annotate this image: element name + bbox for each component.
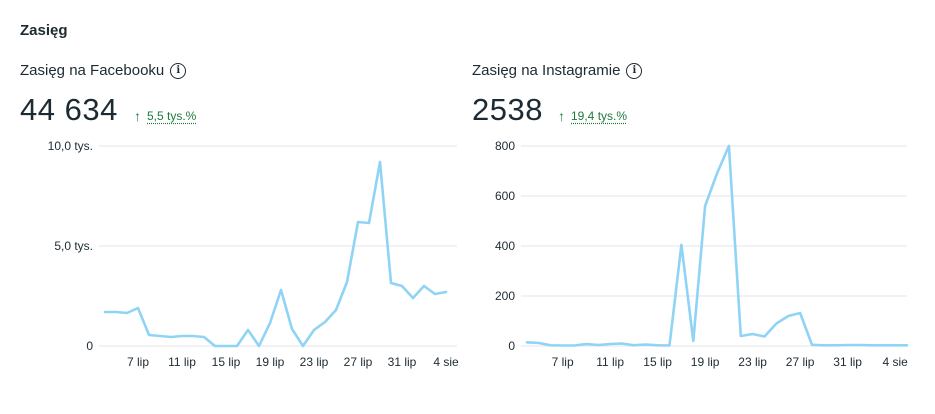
facebook-reach-label: Zasięg na Facebooku i bbox=[20, 62, 187, 79]
facebook-y-tick-label: 10,0 tys. bbox=[48, 139, 93, 153]
facebook-x-tick-label: 31 lip bbox=[388, 355, 417, 369]
instagram-reach-chart: 0 200 400 600 800 7 lip 11 lip 15 lip 19 lip 23 l… bbox=[495, 139, 909, 369]
instagram-x-tick-label: 31 lip bbox=[833, 355, 862, 369]
instagram-reach-label: Zasięg na Instagramie i bbox=[472, 62, 643, 79]
facebook-reach-delta: ↑ 5,5 tys.% bbox=[134, 108, 196, 124]
facebook-reach-title: Zasięg na Facebooku bbox=[20, 62, 165, 79]
instagram-reach-title: Zasięg na Instagramie bbox=[472, 62, 621, 79]
facebook-y-tick-label: 0 bbox=[86, 339, 93, 353]
instagram-x-tick-label: 15 lip bbox=[643, 355, 672, 369]
facebook-x-tick-label: 4 sie bbox=[433, 355, 459, 369]
instagram-x-tick-label: 11 lip bbox=[596, 355, 624, 369]
instagram-x-tick-label: 23 lip bbox=[738, 355, 767, 369]
facebook-y-tick-label: 5,0 tys. bbox=[54, 239, 93, 253]
arrow-up-icon: ↑ bbox=[134, 108, 141, 124]
instagram-x-tick-label: 27 lip bbox=[786, 355, 815, 369]
instagram-reach-delta: ↑ 19,4 tys.% bbox=[558, 108, 627, 124]
facebook-series-line bbox=[103, 160, 448, 348]
instagram-reach-panel: Zasięg na Instagramie i 2538 ↑ 19,4 tys.… bbox=[472, 58, 922, 408]
facebook-reach-delta-value[interactable]: 5,5 tys.% bbox=[147, 109, 197, 123]
instagram-reach-value: 2538 bbox=[472, 92, 543, 127]
instagram-series-line bbox=[525, 144, 909, 347]
info-icon[interactable]: i bbox=[626, 62, 643, 79]
facebook-x-tick-label: 27 lip bbox=[344, 355, 373, 369]
instagram-x-tick-label: 7 lip bbox=[552, 355, 574, 369]
instagram-x-tick-label: 19 lip bbox=[691, 355, 720, 369]
instagram-y-tick-label: 200 bbox=[495, 289, 515, 303]
arrow-up-icon: ↑ bbox=[558, 108, 565, 124]
instagram-y-tick-label: 400 bbox=[495, 239, 515, 253]
instagram-y-tick-label: 600 bbox=[495, 189, 515, 203]
instagram-y-tick-label: 800 bbox=[495, 139, 515, 153]
facebook-reach-panel: Zasięg na Facebooku i 44 634 ↑ 5,5 tys.%… bbox=[20, 58, 470, 408]
facebook-x-tick-label: 7 lip bbox=[127, 355, 149, 369]
info-icon[interactable]: i bbox=[170, 62, 187, 79]
section-title: Zasięg bbox=[20, 22, 68, 39]
instagram-reach-delta-value[interactable]: 19,4 tys.% bbox=[571, 109, 628, 123]
facebook-x-tick-label: 15 lip bbox=[212, 355, 241, 369]
instagram-y-tick-label: 0 bbox=[508, 339, 515, 353]
facebook-reach-chart: 0 5,0 tys. 10,0 tys. 7 lip 11 lip 15 lip 19 li… bbox=[48, 139, 459, 369]
facebook-x-tick-label: 23 lip bbox=[300, 355, 329, 369]
facebook-reach-value: 44 634 bbox=[20, 92, 118, 127]
facebook-x-tick-label: 11 lip bbox=[168, 355, 196, 369]
facebook-x-tick-label: 19 lip bbox=[256, 355, 285, 369]
instagram-x-tick-label: 4 sie bbox=[882, 355, 908, 369]
